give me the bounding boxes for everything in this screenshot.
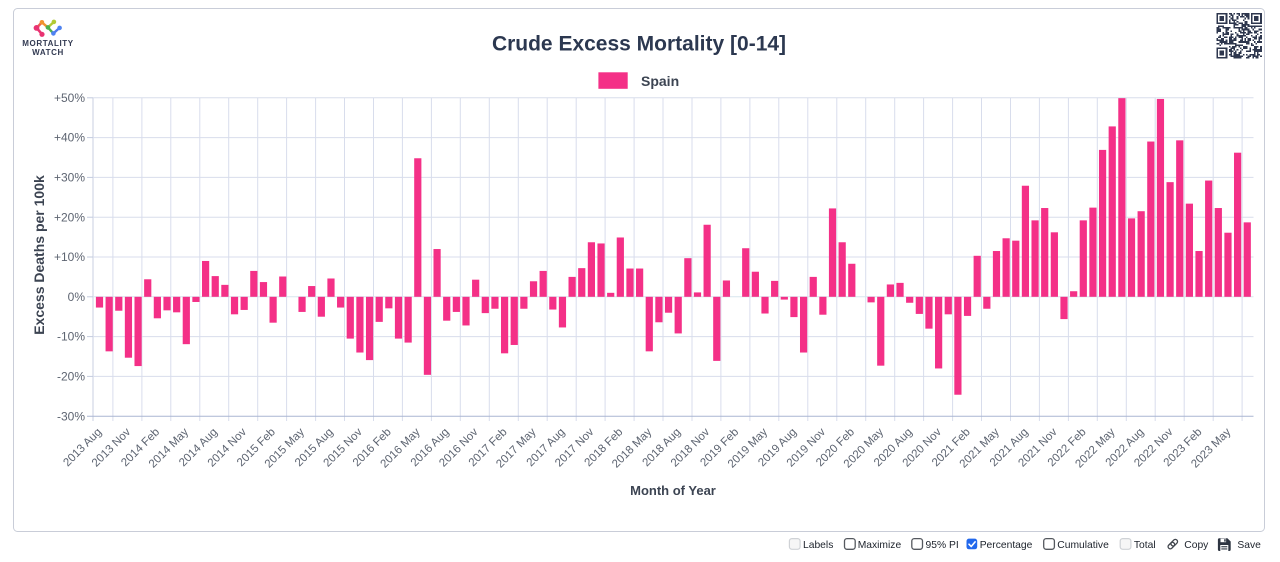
svg-text:-10%: -10% (57, 330, 85, 344)
svg-text:+30%: +30% (54, 171, 85, 185)
svg-text:+20%: +20% (54, 210, 85, 224)
svg-text:-30%: -30% (57, 409, 85, 423)
svg-text:MORTALITY: MORTALITY (22, 39, 74, 48)
svg-text:WATCH: WATCH (32, 48, 64, 57)
svg-text:Labels: Labels (803, 540, 833, 551)
svg-text:-20%: -20% (57, 370, 85, 384)
svg-text:Maximize: Maximize (858, 540, 902, 551)
svg-text:Crude Excess Mortality [0-14]: Crude Excess Mortality [0-14] (492, 33, 786, 56)
svg-text:Percentage: Percentage (980, 540, 1033, 551)
svg-text:+50%: +50% (54, 91, 85, 105)
svg-text:Save: Save (1237, 540, 1261, 551)
svg-text:Excess Deaths per 100k: Excess Deaths per 100k (31, 175, 47, 335)
svg-text:95% PI: 95% PI (926, 540, 959, 551)
svg-text:Month of Year: Month of Year (630, 483, 716, 498)
svg-text:Copy: Copy (1184, 540, 1209, 551)
svg-text:Total: Total (1134, 540, 1156, 551)
svg-text:+10%: +10% (54, 250, 85, 264)
svg-text:0%: 0% (68, 290, 86, 304)
svg-text:+40%: +40% (54, 131, 85, 145)
svg-text:Spain: Spain (641, 73, 679, 89)
svg-text:Cumulative: Cumulative (1057, 540, 1109, 551)
